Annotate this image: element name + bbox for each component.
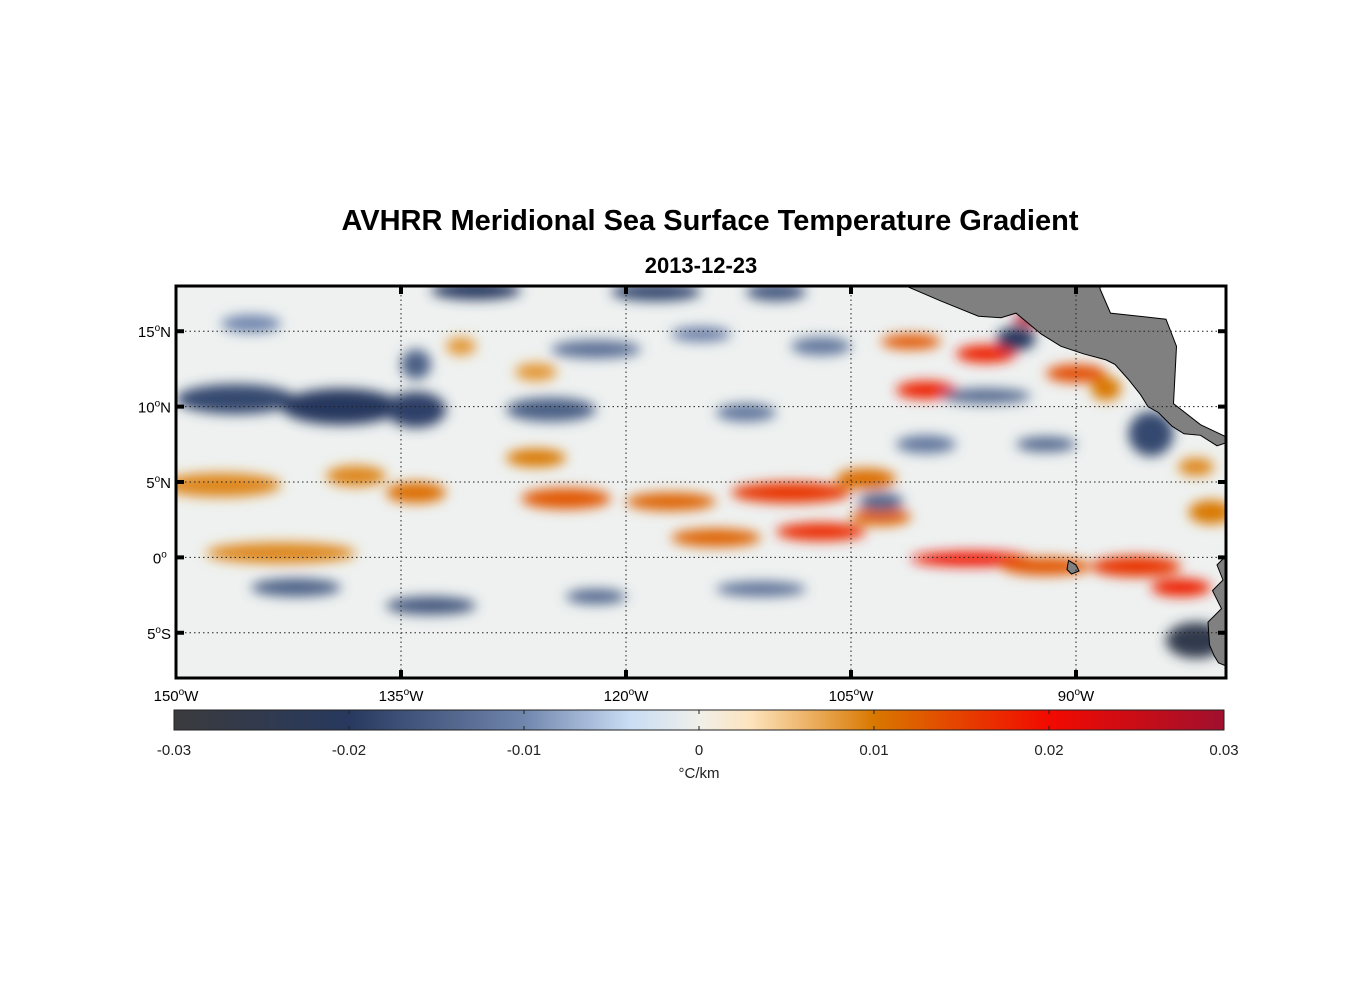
x-tick-label: 90oW: [1058, 687, 1095, 705]
x-tick-label: 135oW: [379, 687, 425, 705]
gradient-feature: [386, 482, 446, 504]
gradient-feature: [1178, 457, 1214, 476]
gradient-feature: [506, 397, 596, 422]
colorbar-tick-label: -0.03: [157, 742, 191, 759]
colorbar-tick-label: -0.01: [507, 742, 541, 759]
gradient-feature: [386, 391, 446, 428]
colorbar-label: °C/km: [679, 765, 720, 782]
gradient-feature: [746, 286, 806, 302]
gradient-feature: [515, 362, 557, 381]
gradient-feature: [551, 340, 641, 359]
colorbar-tick-label: 0.01: [859, 742, 888, 759]
gradient-feature: [1001, 557, 1091, 576]
gradient-feature: [716, 581, 806, 597]
gradient-feature: [671, 528, 761, 547]
y-tick-label: 15oN: [138, 323, 171, 341]
gradient-feature: [1016, 436, 1076, 452]
gradient-feature: [858, 492, 904, 511]
no-data-caribbean: [1101, 286, 1226, 437]
gradient-feature: [506, 448, 566, 467]
gradient-feature: [671, 326, 731, 342]
colorbar-tick-label: 0.03: [1209, 742, 1238, 759]
gradient-feature: [881, 334, 941, 350]
x-tick-label: 150oW: [154, 687, 200, 705]
gradient-feature: [431, 286, 521, 300]
x-tick-label: 120oW: [604, 687, 650, 705]
gradient-feature: [221, 314, 281, 333]
gradient-feature: [206, 542, 356, 564]
gradient-feature: [1046, 364, 1106, 383]
gradient-feature: [1128, 411, 1174, 457]
gradient-feature: [911, 551, 1031, 567]
gradient-feature: [716, 403, 776, 422]
gradient-feature: [176, 473, 281, 498]
gradient-feature: [956, 344, 1016, 363]
gradient-feature: [386, 596, 476, 615]
land-central-america: [904, 286, 1226, 447]
y-tick-label: 0o: [153, 549, 171, 567]
gradient-feature: [446, 337, 476, 356]
gradient-feature: [281, 388, 401, 425]
gradient-feature: [731, 482, 851, 504]
gradient-feature: [611, 286, 701, 302]
gradient-feature: [176, 384, 296, 415]
gradient-feature: [896, 381, 956, 400]
chart-title: AVHRR Meridional Sea Surface Temperature…: [341, 205, 1079, 237]
gradient-feature: [626, 492, 716, 511]
map-area: [176, 286, 1226, 678]
x-tick-label: 105oW: [829, 687, 875, 705]
colorbar-tick-label: 0.02: [1034, 742, 1063, 759]
gradient-feature: [401, 349, 431, 380]
chart-subtitle: 2013-12-23: [644, 253, 758, 278]
y-tick-label: 10oN: [138, 399, 171, 417]
gradient-feature: [1091, 555, 1181, 577]
colorbar-tick-label: 0: [695, 742, 703, 759]
gradient-feature: [1091, 376, 1121, 401]
colorbar-tick-label: -0.02: [332, 742, 366, 759]
gradient-feature: [791, 337, 851, 356]
gradient-feature: [566, 589, 626, 605]
gradient-feature: [851, 507, 911, 526]
gradient-feature: [326, 465, 386, 487]
gradient-feature: [251, 578, 341, 597]
gradient-feature: [1151, 578, 1211, 597]
y-tick-label: 5oS: [147, 625, 171, 643]
gradient-feature: [896, 435, 956, 454]
gradient-feature: [941, 388, 1031, 404]
gradient-field: [176, 286, 1226, 659]
gradient-feature: [776, 522, 866, 541]
gradient-feature: [1188, 500, 1226, 525]
gradient-feature: [521, 488, 611, 510]
gradient-feature: [996, 326, 1036, 351]
gradient-feature: [836, 468, 896, 490]
y-tick-label: 5oN: [146, 474, 171, 492]
land-south-america: [1207, 555, 1226, 667]
